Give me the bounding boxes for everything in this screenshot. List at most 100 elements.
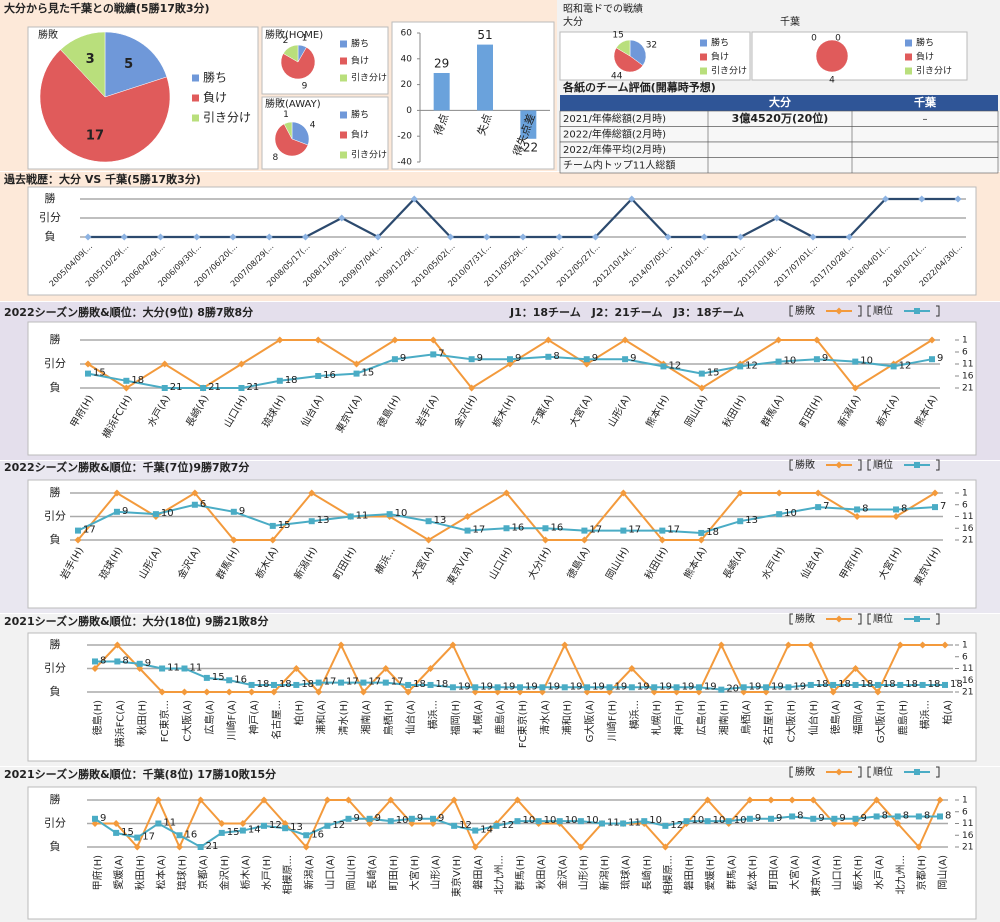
point <box>584 684 591 691</box>
bar-value-label: -22 <box>519 140 539 154</box>
pie-slice <box>39 49 171 163</box>
y2-tick-label: 21 <box>962 843 973 853</box>
rank-label: 12 <box>670 820 683 831</box>
legend-label: 勝ち <box>203 70 227 85</box>
x-tick-label: 神戸(H) <box>673 700 686 735</box>
point <box>494 684 501 691</box>
point <box>581 527 588 534</box>
point <box>387 796 395 804</box>
legend-bracket <box>867 613 871 625</box>
rank-label: 9 <box>839 813 845 824</box>
legend-label: 勝ち <box>916 37 934 49</box>
x-tick-label: 北九州... <box>895 855 907 895</box>
legend-bracket <box>858 459 862 471</box>
legend-label: 引き分け <box>203 111 251 125</box>
rank-label: 7 <box>438 348 444 359</box>
point <box>136 660 143 667</box>
x-tick-label: 新潟(H) <box>598 855 611 890</box>
point <box>293 681 300 688</box>
table-header-cell: 千葉 <box>914 95 937 109</box>
point <box>660 363 667 370</box>
point <box>658 536 666 544</box>
point <box>915 843 923 851</box>
point <box>152 511 159 518</box>
legend-bracket <box>936 305 940 317</box>
point <box>408 815 415 822</box>
legend-bracket <box>867 766 871 778</box>
pie-value-label: 32 <box>646 41 657 51</box>
point <box>230 508 237 515</box>
pie-value-label: 1 <box>302 33 308 43</box>
point <box>197 796 205 804</box>
rank-label: 19 <box>614 681 627 692</box>
legend-swatch <box>905 53 912 61</box>
legend-bracket <box>858 613 862 625</box>
pie-slice <box>283 121 293 140</box>
point <box>845 233 853 241</box>
point <box>161 385 168 391</box>
point <box>807 641 815 649</box>
rank-label: 18 <box>838 679 851 690</box>
table-cell: – <box>923 114 928 125</box>
point <box>347 513 354 520</box>
point <box>430 815 436 822</box>
point <box>237 360 245 368</box>
x-tick-label: 名古屋(H) <box>762 700 775 745</box>
x-tick-label: 山形(H) <box>578 855 590 890</box>
y2-tick-label: 6 <box>962 652 968 662</box>
legend-bracket <box>867 305 871 317</box>
point <box>606 684 613 691</box>
point <box>541 536 549 544</box>
y2-tick-label: 16 <box>962 831 974 841</box>
rank-label: 12 <box>332 820 345 831</box>
point <box>661 843 669 851</box>
point <box>890 363 897 370</box>
rank-label: 10 <box>161 508 174 519</box>
point <box>874 688 882 696</box>
y2-tick-label: 11 <box>962 360 973 370</box>
y-tick-label: 引分 <box>44 356 66 370</box>
y2-tick-label: 6 <box>962 500 968 510</box>
point <box>740 684 747 691</box>
rank-label: 14 <box>480 825 493 836</box>
point <box>882 195 889 203</box>
point <box>931 489 939 497</box>
legend-swatch <box>700 67 707 75</box>
x-tick-label: 福岡(A) <box>852 700 865 735</box>
y-tick-label: 0 <box>406 106 412 116</box>
rank-label: 19 <box>547 681 560 692</box>
rank-label: 17 <box>628 525 641 536</box>
chart-title: 2022シーズン勝敗&順位：大分(9位) 8勝7敗8分 <box>4 305 253 319</box>
point <box>315 373 322 379</box>
y2-tick-label: 1 <box>962 489 968 499</box>
point <box>628 195 636 203</box>
point <box>429 336 437 344</box>
legend-label: 引き分け <box>351 150 387 161</box>
point <box>542 525 549 532</box>
pie-value-label: 5 <box>124 57 133 72</box>
y-tick-label: 負 <box>50 533 61 546</box>
point <box>302 843 310 851</box>
legend-swatch <box>340 74 347 82</box>
legend-bracket <box>936 459 940 471</box>
point <box>427 681 434 688</box>
point <box>197 844 204 850</box>
x-tick-label: G大阪(H) <box>874 700 887 743</box>
x-tick-label: 愛媛(A) <box>112 855 125 890</box>
point <box>180 688 188 696</box>
pie-slice <box>274 123 309 157</box>
rank-label: 11 <box>628 818 641 829</box>
rank-label: 13 <box>317 515 330 526</box>
rank-label: 19 <box>637 681 650 692</box>
x-tick-label: 札幌(H) <box>650 700 663 735</box>
point <box>919 681 926 688</box>
x-tick-label: 鹿島(H) <box>896 700 909 735</box>
rank-label: 18 <box>928 679 941 690</box>
rank-label: 19 <box>682 681 695 692</box>
point <box>158 688 166 696</box>
point <box>229 233 237 241</box>
legend-marker <box>835 307 843 315</box>
rank-label: 9 <box>417 813 423 824</box>
x-tick-label: 金沢(H) <box>218 855 231 890</box>
point <box>814 489 822 497</box>
